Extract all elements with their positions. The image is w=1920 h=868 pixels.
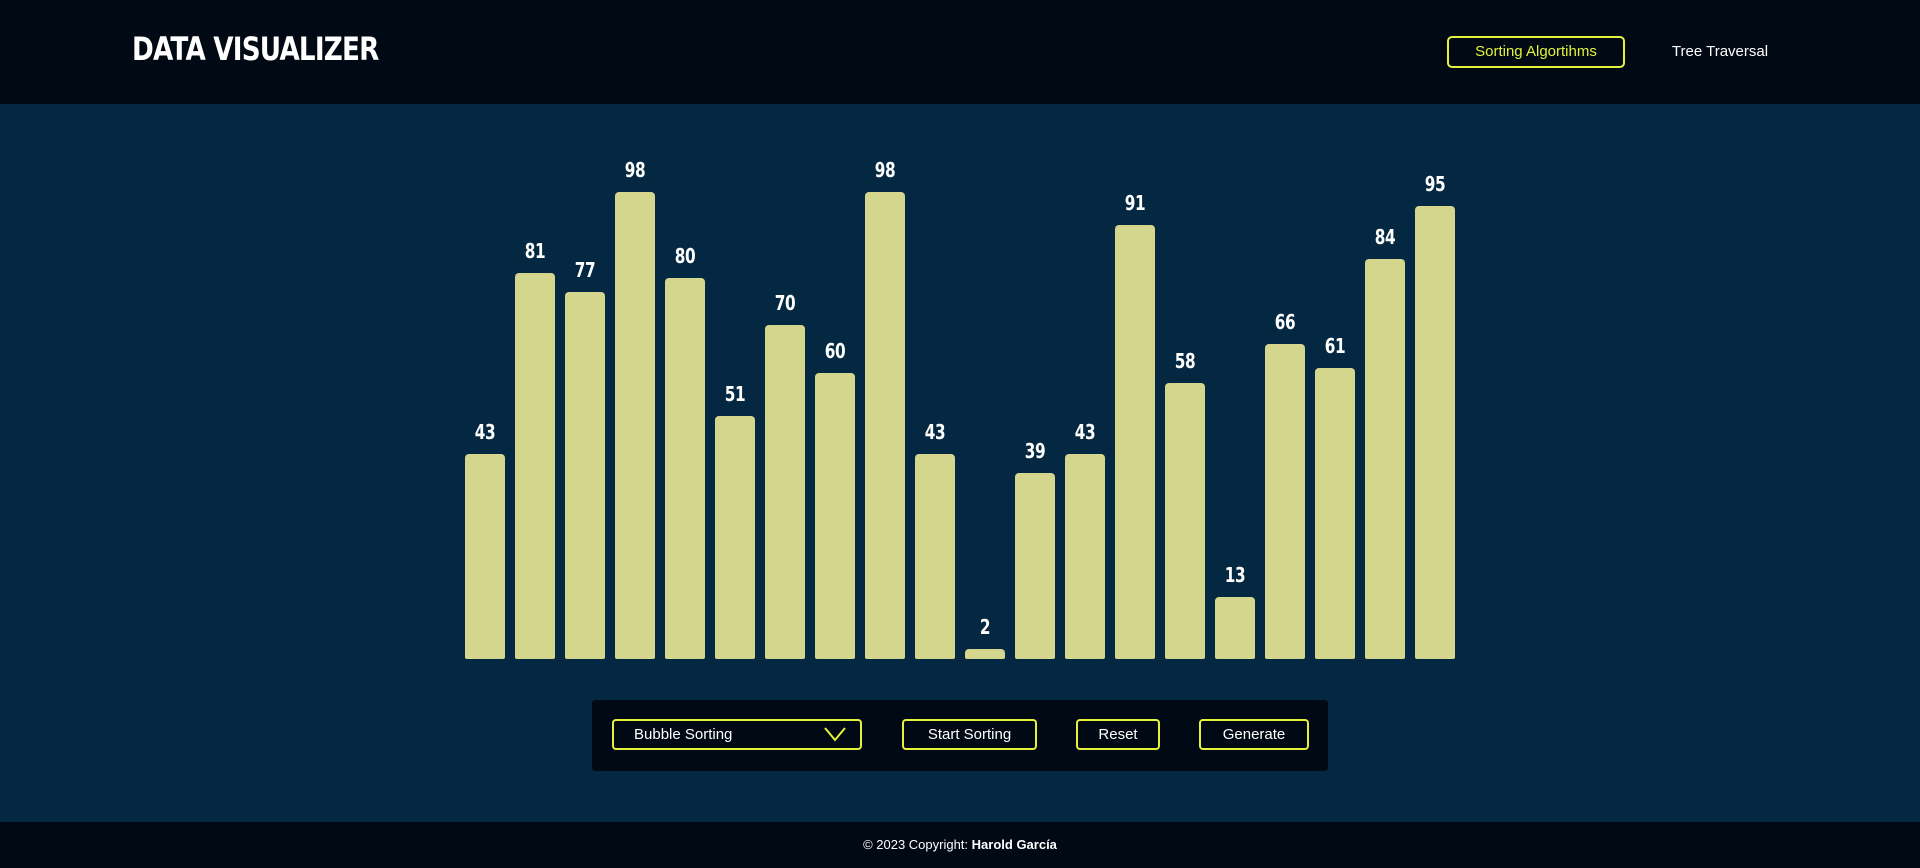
- bar-label: 81: [524, 239, 546, 263]
- controls-panel: Bubble Sorting Start Sorting Reset Gener…: [592, 700, 1328, 771]
- logo[interactable]: DATA VISUALIZER: [132, 30, 379, 68]
- bar-label: 91: [1124, 191, 1146, 216]
- chevron-down-icon: [824, 727, 846, 742]
- bar: [715, 415, 755, 659]
- bar-label: 61: [1324, 334, 1346, 359]
- bar: [565, 292, 605, 659]
- reset-button[interactable]: Reset: [1076, 719, 1160, 750]
- bar: [1115, 225, 1155, 659]
- bar: [1365, 258, 1405, 659]
- bar: [465, 454, 505, 659]
- bar-label: 95: [1424, 172, 1446, 197]
- nav-tree-traversal[interactable]: Tree Traversal: [1671, 43, 1769, 60]
- bar: [915, 454, 955, 659]
- bar-label: 84: [1374, 224, 1396, 249]
- start-sorting-button[interactable]: Start Sorting: [902, 719, 1037, 750]
- bar-label: 2: [979, 615, 991, 640]
- footer-author: Harold García: [971, 837, 1057, 852]
- bar: [815, 373, 855, 659]
- bar: [515, 273, 555, 659]
- footer: © 2023 Copyright: Harold García: [0, 822, 1920, 868]
- bar-label: 60: [824, 339, 846, 364]
- footer-copyright: © 2023 Copyright:: [863, 837, 972, 852]
- algorithm-select[interactable]: Bubble Sorting: [612, 719, 862, 750]
- bar-label: 39: [1024, 439, 1046, 464]
- bar-label: 13: [1224, 563, 1246, 588]
- bar-label: 58: [1174, 348, 1196, 373]
- bar: [1215, 597, 1255, 659]
- bar: [765, 325, 805, 659]
- bar-label: 98: [874, 158, 896, 182]
- bar-chart: 43 81 77 98 80 51 70 60 98 43 2 39 43 91 58 13 66 61 84 95: [0, 104, 1920, 704]
- bar: [965, 649, 1005, 659]
- bar: [1415, 206, 1455, 659]
- generate-button[interactable]: Generate: [1199, 719, 1309, 750]
- bar: [1015, 473, 1055, 659]
- bar-label: 43: [474, 420, 496, 445]
- bar: [865, 192, 905, 659]
- algorithm-select-value: Bubble Sorting: [634, 726, 733, 743]
- bar-label: 70: [774, 291, 796, 316]
- bar-label: 98: [624, 158, 646, 182]
- bar-label: 77: [574, 258, 596, 283]
- header: DATA VISUALIZER Sorting Algortihms Tree …: [0, 0, 1920, 104]
- bar-label: 66: [1274, 310, 1296, 335]
- bar-label: 51: [724, 381, 746, 406]
- bar: [1165, 382, 1205, 659]
- bar: [615, 192, 655, 659]
- bar-label: 43: [924, 420, 946, 445]
- bar-label: 43: [1074, 420, 1096, 445]
- bar: [1315, 368, 1355, 659]
- nav-sorting-algorithms[interactable]: Sorting Algortihms: [1447, 36, 1625, 68]
- bar: [1265, 344, 1305, 659]
- bar: [665, 277, 705, 659]
- bar: [1065, 454, 1105, 659]
- bar-label: 80: [674, 243, 696, 268]
